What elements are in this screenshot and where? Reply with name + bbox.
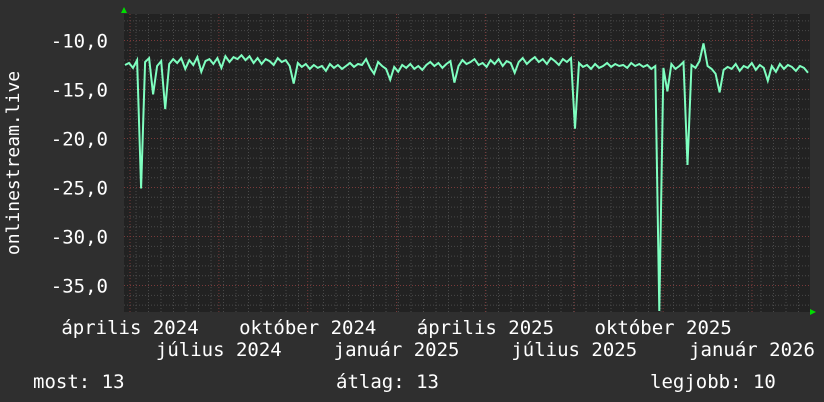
- x-tick-label: július 2025: [511, 339, 637, 361]
- x-tick-label: január 2026: [689, 339, 815, 361]
- y-tick-label: -15,0: [51, 79, 108, 101]
- y-axis-arrow-icon: [121, 7, 127, 13]
- x-tick-label: április 2025: [417, 317, 554, 339]
- y-tick-label: -30,0: [51, 227, 108, 249]
- x-tick-label: október 2025: [595, 317, 732, 339]
- legend-current: most: 13: [33, 371, 125, 393]
- legend-max: legjobb: 10: [650, 371, 776, 393]
- x-tick-label: október 2024: [239, 317, 376, 339]
- x-tick-label: július 2024: [156, 339, 282, 361]
- x-axis-arrow-icon: [810, 309, 816, 315]
- y-tick-label: -20,0: [51, 128, 108, 150]
- x-tick-label: január 2025: [334, 339, 460, 361]
- series-line: [124, 43, 809, 312]
- y-tick-label: -25,0: [51, 178, 108, 200]
- x-tick-label: április 2024: [61, 317, 198, 339]
- legend-average: átlag: 13: [336, 371, 439, 393]
- y-axis-label: onlinestream.live: [3, 71, 24, 255]
- y-tick-label: -35,0: [51, 276, 108, 298]
- y-tick-label: -10,0: [51, 30, 108, 52]
